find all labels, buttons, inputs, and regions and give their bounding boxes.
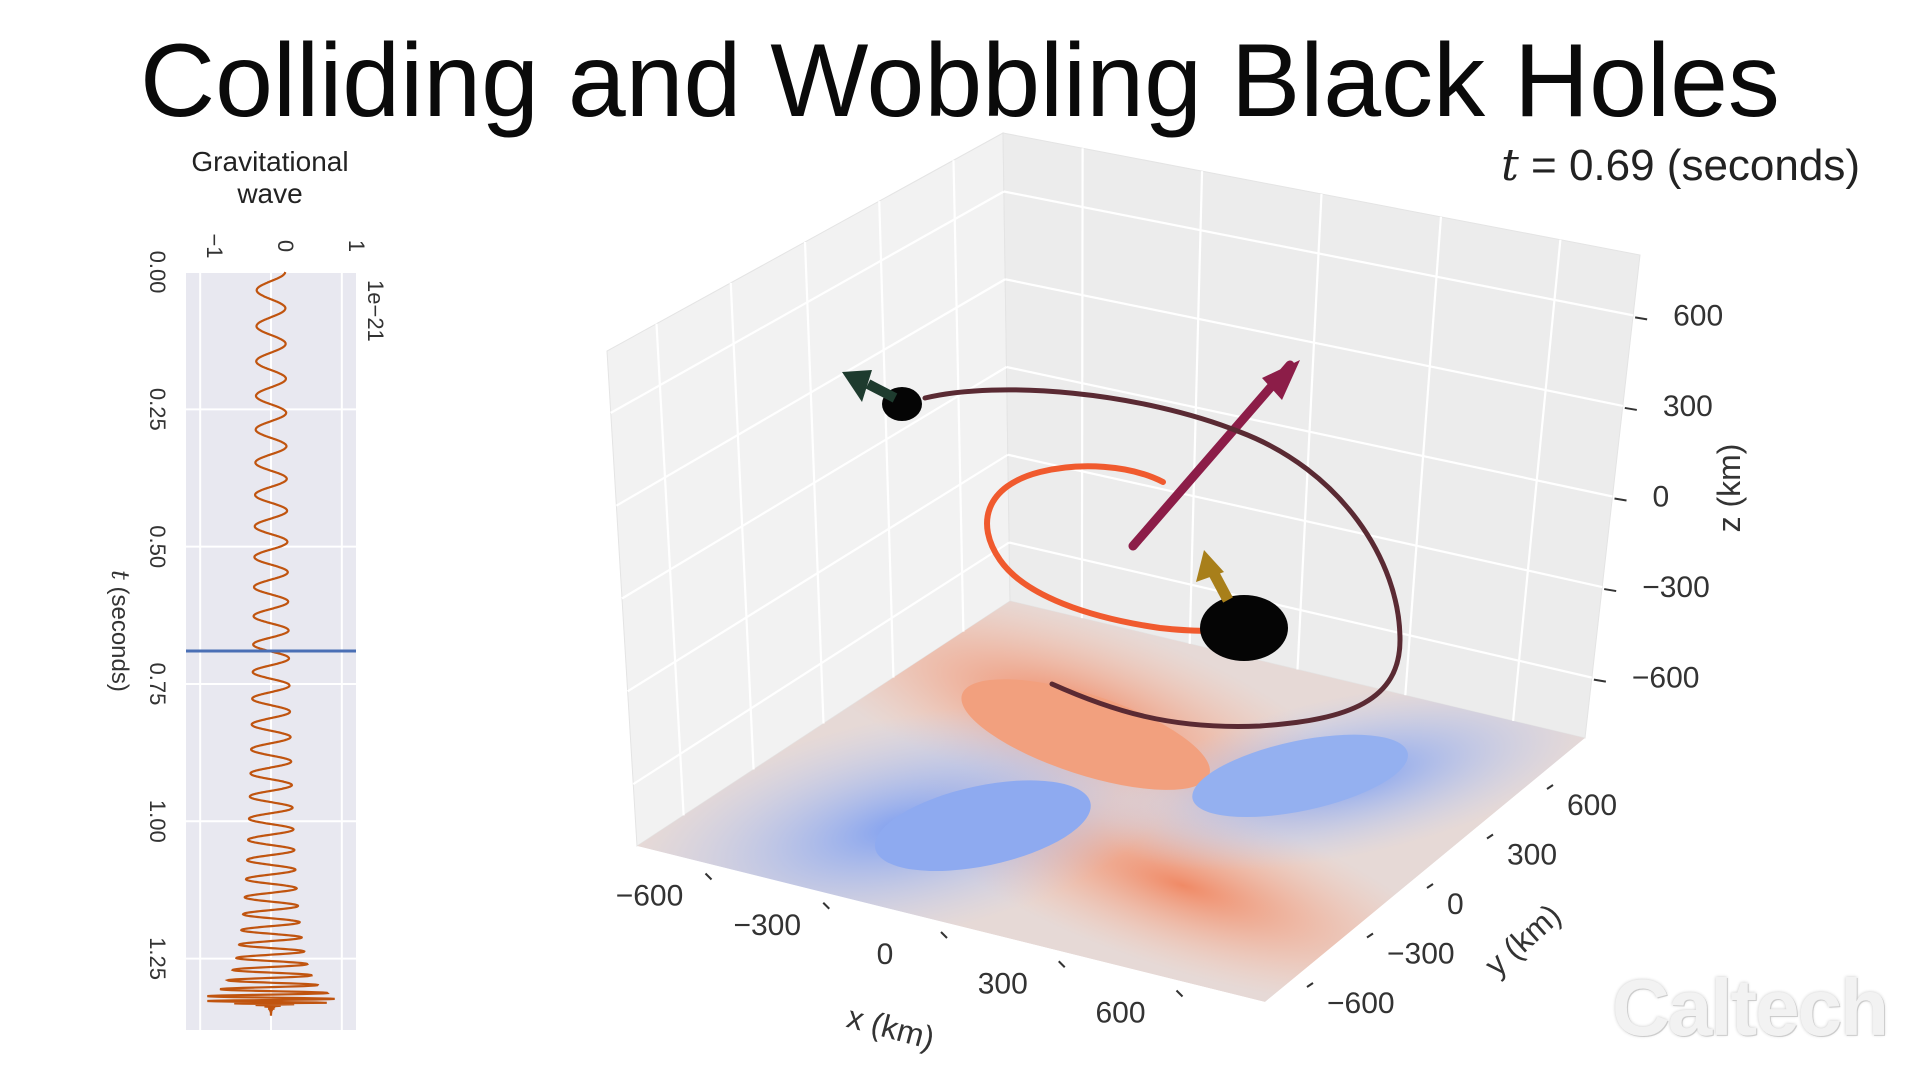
x-tick-label: −600 <box>616 880 684 913</box>
x-tick-label: −300 <box>733 909 801 942</box>
pane-x-grid-vertical <box>952 160 965 632</box>
floor-red-core <box>961 679 1210 790</box>
wave-title-line-2: wave <box>237 178 303 209</box>
x-tick-mark <box>704 872 713 881</box>
y-axis-label: y (km) <box>1478 897 1568 983</box>
y-tick-mark <box>1486 833 1494 840</box>
y-tick-mark <box>1546 784 1554 790</box>
3d-tick-labels: −600 −600 −600 −300 −300 −300 0 0 0 300 300 300 600 6… <box>616 299 1723 1029</box>
wave-y-tick-label: 0.00 <box>145 251 170 294</box>
pane-x-grid-horizontal <box>610 190 1005 414</box>
pane-x-grid-horizontal <box>621 366 1008 600</box>
z-tick-mark <box>1624 406 1637 411</box>
z-tick-mark <box>1593 678 1607 683</box>
wave-x-tick-label: 0 <box>273 240 298 252</box>
wave-x-tick-label: −1 <box>202 233 227 258</box>
x-tick-mark <box>940 931 948 939</box>
x-tick-label: 0 <box>877 938 894 971</box>
floor-blue-core <box>874 780 1091 872</box>
time-readout: t = 0.69 (seconds) <box>1400 140 1860 191</box>
caltech-watermark: Caltech <box>1612 963 1889 1052</box>
page-title: Colliding and Wobbling Black Holes <box>140 23 1780 139</box>
wave-scale-label: 1e−21 <box>363 280 388 342</box>
wave-y-axis-label: t (seconds) <box>106 570 134 692</box>
z-tick-label: 600 <box>1673 299 1723 332</box>
x-tick-mark <box>822 902 830 910</box>
large-black-hole <box>1200 595 1288 661</box>
x-tick-label: 300 <box>978 967 1028 1000</box>
y-tick-label: −600 <box>1327 987 1395 1020</box>
y-tick-label: −300 <box>1387 938 1455 971</box>
wave-y-tick-label: 0.75 <box>145 663 170 706</box>
y-tick-label: 300 <box>1507 839 1557 872</box>
pane-y-grid-horizontal <box>1004 278 1624 408</box>
y-tick-mark <box>1426 883 1434 889</box>
pane-y-grid-horizontal <box>1003 190 1634 317</box>
wave-y-tick-label: 1.25 <box>145 937 170 980</box>
y-tick-mark <box>1366 932 1374 939</box>
y-tick-label: 600 <box>1567 789 1617 822</box>
z-tick-label: 0 <box>1653 481 1670 514</box>
wave-x-tick-label: 1 <box>344 240 369 252</box>
spin-arrow-head <box>1196 550 1224 582</box>
wave-plot-title: Gravitational wave <box>160 146 380 210</box>
z-tick-mark <box>1604 588 1617 593</box>
wave-y-tick-label: 0.25 <box>145 388 170 431</box>
x-tick-mark <box>1058 960 1066 968</box>
wave-y-tick-label: 1.00 <box>145 800 170 843</box>
x-tick-label: 600 <box>1095 997 1145 1030</box>
pane-y <box>1002 132 1641 739</box>
z-tick-mark <box>1614 497 1627 502</box>
z-tick-label: −600 <box>1632 662 1700 695</box>
axis-panes <box>606 132 1641 847</box>
pane-y-grid-vertical <box>1512 239 1562 721</box>
pane-x-grid-horizontal <box>615 278 1006 507</box>
pane-y-grid-vertical <box>1404 216 1443 696</box>
wave-y-tick-label: 0.50 <box>145 525 170 568</box>
small-spin-arrow-head <box>842 370 872 402</box>
orbital-arrow-head <box>1262 360 1300 400</box>
wave-title-line-1: Gravitational <box>191 146 349 177</box>
z-axis-label: z (km) <box>1711 444 1747 533</box>
orbital-arrow-shaft <box>1128 360 1295 551</box>
time-value: = 0.69 (seconds) <box>1518 141 1860 190</box>
time-var: t <box>1501 140 1519 191</box>
z-tick-mark <box>1634 316 1648 321</box>
z-tick-label: 300 <box>1663 390 1713 423</box>
x-axis-label: x (km) <box>843 998 938 1056</box>
wave-tick-labels: −1 0 1 0.00 0.25 0.50 0.75 1.00 1.25 <box>145 233 369 980</box>
pane-x-grid-vertical <box>878 201 895 678</box>
outer-orbit-line <box>922 387 1403 729</box>
y-tick-mark <box>1306 982 1314 988</box>
3d-grid <box>610 148 1634 816</box>
z-tick-label: −300 <box>1642 571 1710 604</box>
small-spin-arrow-shaft <box>865 379 898 403</box>
y-tick-label: 0 <box>1447 888 1464 921</box>
orbit-objects <box>842 360 1403 729</box>
floor-blue-core <box>1192 734 1408 818</box>
wave-series-line <box>207 271 335 1016</box>
inner-orbit-line <box>984 463 1253 634</box>
pane-y-grid-horizontal <box>1006 365 1613 498</box>
x-tick-mark <box>1175 989 1184 998</box>
